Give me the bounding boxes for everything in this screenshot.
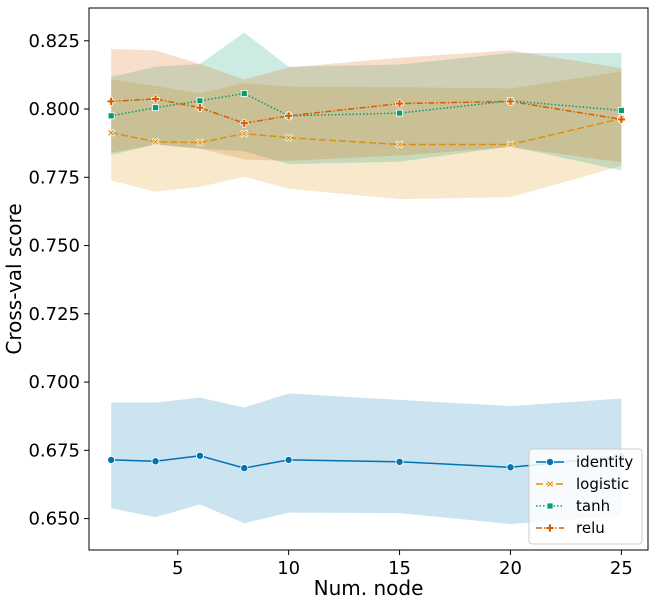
identity-point xyxy=(284,455,293,464)
identity-point xyxy=(506,463,515,472)
logistic-point xyxy=(107,128,116,137)
x-tick-label: 5 xyxy=(172,558,183,579)
legend-marker-relu xyxy=(545,523,555,533)
identity-point xyxy=(395,457,404,466)
legend-label-logistic: logistic xyxy=(576,475,629,493)
tanh-point xyxy=(240,90,248,97)
tanh-line xyxy=(111,92,622,117)
identity-ci-band xyxy=(111,393,622,525)
logistic-point xyxy=(240,129,249,138)
relu-point xyxy=(106,97,116,106)
logistic-ci-band xyxy=(111,71,622,200)
logistic-line xyxy=(111,117,622,146)
identity-point xyxy=(195,451,204,460)
legend-marker-tanh xyxy=(546,502,554,510)
y-tick-label: 0.675 xyxy=(28,440,80,461)
legend: identity logistic tanh relu xyxy=(528,448,643,545)
y-tick-label: 0.700 xyxy=(28,372,80,393)
tanh-point xyxy=(152,104,159,112)
relu-point xyxy=(395,99,404,108)
series-markers xyxy=(106,90,626,473)
tanh-point xyxy=(107,112,115,120)
y-axis: 0.650 0.675 0.700 0.725 0.750 0.775 0.800 0.825 xyxy=(28,31,89,530)
legend-label-relu: relu xyxy=(576,519,605,537)
y-tick-label: 0.650 xyxy=(28,509,80,530)
x-tick-label: 20 xyxy=(499,558,522,579)
x-tick-label: 10 xyxy=(277,558,300,579)
legend-marker-identity xyxy=(546,457,555,466)
relu-point xyxy=(195,103,205,113)
relu-point xyxy=(617,115,626,124)
relu-point xyxy=(239,118,249,128)
logistic-point xyxy=(151,137,160,146)
identity-point xyxy=(107,455,116,464)
relu-point xyxy=(506,97,515,106)
logistic-point xyxy=(506,140,515,149)
tanh-point xyxy=(196,97,204,105)
relu-line xyxy=(111,98,622,124)
identity-line xyxy=(111,455,622,469)
logistic-point xyxy=(395,140,404,149)
tanh-point xyxy=(617,106,625,114)
plot-frame xyxy=(88,7,649,551)
confidence-bands xyxy=(111,32,622,525)
logistic-point xyxy=(284,133,293,142)
y-tick-label: 0.825 xyxy=(28,31,80,52)
y-tick-label: 0.775 xyxy=(28,167,80,188)
x-tick-label: 15 xyxy=(388,558,411,579)
series-lines xyxy=(111,92,622,469)
x-tick-label: 25 xyxy=(610,558,633,579)
identity-point xyxy=(151,457,160,466)
relu-ci-band xyxy=(111,48,622,163)
legend-marker-logistic xyxy=(546,480,554,488)
x-axis: 5 10 15 20 25 xyxy=(172,550,633,579)
legend-label-tanh: tanh xyxy=(576,497,610,515)
legend-label-identity: identity xyxy=(576,453,633,471)
y-tick-label: 0.725 xyxy=(28,304,80,325)
identity-point xyxy=(240,464,249,473)
relu-point xyxy=(151,94,160,104)
y-tick-label: 0.750 xyxy=(28,236,80,257)
tanh-ci-band xyxy=(111,32,622,171)
x-axis-title: Num. node xyxy=(314,576,424,600)
logistic-point xyxy=(195,138,204,147)
relu-point xyxy=(284,111,293,121)
legend-box xyxy=(528,448,643,545)
tanh-point xyxy=(396,109,403,117)
y-tick-label: 0.800 xyxy=(28,99,80,120)
y-axis-title: Cross-val score xyxy=(2,203,26,354)
